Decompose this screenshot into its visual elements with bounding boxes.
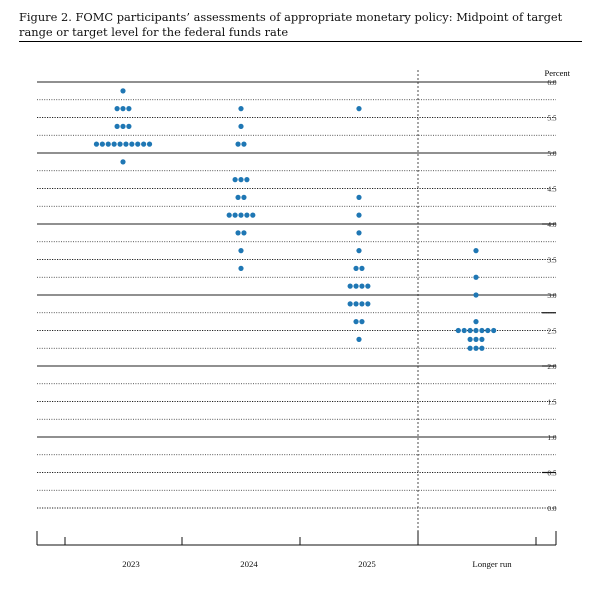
dot-point bbox=[141, 141, 147, 147]
dot-point bbox=[356, 212, 362, 218]
dot-point bbox=[238, 123, 244, 129]
dot-point bbox=[359, 265, 365, 271]
dot-point bbox=[359, 319, 365, 325]
dot-point bbox=[250, 212, 256, 218]
dot-point bbox=[353, 265, 359, 271]
dot-point bbox=[359, 283, 365, 289]
y-tick-label: 5.0 bbox=[547, 149, 557, 158]
y-tick-label: 1.5 bbox=[547, 397, 557, 406]
dot-point bbox=[467, 327, 473, 334]
y-tick-label: 0.5 bbox=[547, 468, 557, 477]
dot-point bbox=[347, 283, 353, 289]
x-tick-label: 2025 bbox=[358, 559, 376, 569]
x-axis-tick-labels: 2023 2024 2025 Longer run bbox=[122, 559, 512, 569]
x-tick-label: 2024 bbox=[240, 559, 258, 569]
y-tick-label: 1.0 bbox=[547, 433, 557, 442]
dot-point bbox=[356, 106, 362, 112]
dot-point bbox=[353, 301, 359, 307]
dot-point bbox=[238, 265, 244, 271]
dot-point bbox=[126, 106, 132, 112]
y-tick-label: 4.5 bbox=[547, 184, 557, 193]
title-rule bbox=[19, 41, 582, 42]
dot-point bbox=[356, 248, 362, 254]
y-tick-label: 2.5 bbox=[547, 326, 557, 335]
dot-point bbox=[120, 88, 126, 94]
dot-point bbox=[356, 194, 362, 200]
dot-point bbox=[467, 345, 473, 351]
y-tick-label: 3.0 bbox=[547, 291, 557, 300]
dot-point bbox=[241, 194, 247, 200]
dot-point bbox=[123, 141, 129, 147]
dot-point bbox=[238, 212, 244, 218]
dot-point bbox=[93, 141, 100, 147]
dot-point bbox=[126, 123, 132, 129]
dot-point bbox=[365, 283, 371, 289]
dot-point bbox=[120, 123, 126, 129]
dot-point bbox=[135, 141, 141, 147]
y-tick-label: 2.0 bbox=[547, 362, 557, 371]
dot-point bbox=[129, 141, 135, 147]
dot-point bbox=[356, 336, 362, 342]
dot-point bbox=[146, 141, 153, 147]
y-tick-label: 4.0 bbox=[547, 220, 557, 229]
dot-point bbox=[235, 230, 241, 236]
grid-lines bbox=[37, 70, 556, 538]
y-tick-label: 0.0 bbox=[547, 504, 557, 513]
dot-point bbox=[226, 212, 232, 218]
dot-point bbox=[473, 248, 479, 254]
dot-point bbox=[353, 283, 359, 289]
dot-point bbox=[238, 248, 244, 254]
dot-point bbox=[347, 301, 353, 307]
dot-point bbox=[473, 319, 479, 325]
x-tick-label: Longer run bbox=[472, 559, 512, 569]
x-axis bbox=[36, 531, 557, 546]
dot-point bbox=[356, 230, 362, 236]
dot-point bbox=[491, 327, 497, 334]
dot-point bbox=[244, 177, 250, 183]
dot-point bbox=[241, 230, 247, 236]
dot-point bbox=[455, 327, 461, 334]
dot-point bbox=[235, 141, 241, 147]
dot-point bbox=[238, 177, 244, 183]
dot-point bbox=[232, 177, 238, 183]
y-tick-label: 3.5 bbox=[547, 255, 557, 264]
dot-point bbox=[353, 319, 359, 325]
dot-point bbox=[479, 345, 485, 351]
y-tick-label: 6.0 bbox=[547, 78, 557, 87]
dot-point bbox=[359, 301, 365, 307]
dot-point bbox=[473, 274, 479, 280]
dot-point bbox=[120, 106, 126, 112]
dot-point bbox=[479, 336, 485, 342]
x-tick-label: 2023 bbox=[122, 559, 140, 569]
dot-point bbox=[473, 336, 479, 342]
dot-point bbox=[235, 194, 241, 200]
dot-point bbox=[473, 345, 479, 351]
dot-point bbox=[232, 212, 238, 218]
dot-point bbox=[467, 336, 473, 342]
dot-point bbox=[479, 327, 485, 334]
y-tick-label: 5.5 bbox=[547, 113, 557, 122]
y-axis-label: Percent bbox=[545, 68, 571, 78]
dot-point bbox=[117, 141, 123, 147]
dot-point bbox=[105, 141, 111, 147]
y-axis-tick-labels: 0.0 0.5 1.0 1.5 2.0 2.5 3.0 3.5 4.0 4.5 5.0 5.5 6.0 bbox=[547, 78, 557, 513]
dots bbox=[93, 88, 497, 351]
dot-point bbox=[473, 292, 479, 298]
dot-point bbox=[120, 159, 126, 165]
dot-point bbox=[114, 123, 120, 129]
dot-point bbox=[485, 327, 491, 334]
dot-point bbox=[111, 141, 117, 147]
dot-point bbox=[244, 212, 250, 218]
dot-point bbox=[461, 327, 467, 334]
dot-point bbox=[99, 141, 105, 147]
dot-point bbox=[473, 327, 479, 334]
dot-point bbox=[114, 106, 120, 112]
dot-point bbox=[238, 106, 244, 112]
dot-point bbox=[365, 301, 371, 307]
figure-title: Figure 2. FOMC participants’ assessments… bbox=[19, 10, 563, 39]
dot-point bbox=[241, 141, 247, 147]
